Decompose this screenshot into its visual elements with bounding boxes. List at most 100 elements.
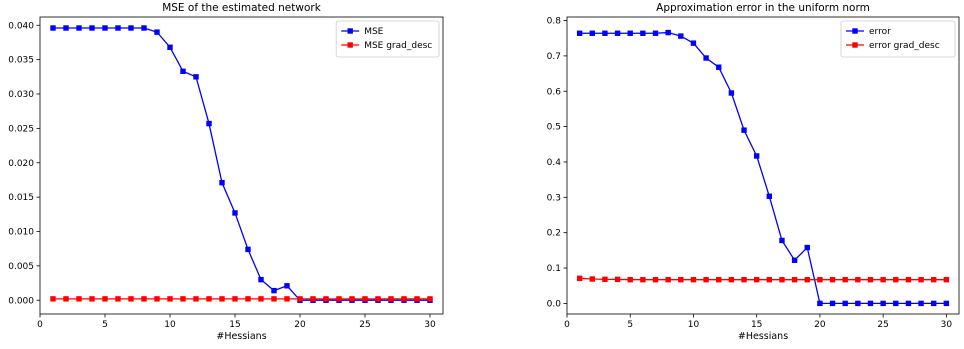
- chart-title: MSE of the estimated network: [162, 2, 321, 14]
- data-point: [842, 277, 848, 283]
- data-point: [627, 30, 633, 36]
- legend-label: error: [869, 27, 891, 37]
- data-point: [375, 296, 381, 302]
- data-point: [918, 300, 924, 307]
- data-point: [63, 296, 69, 302]
- data-point: [284, 283, 290, 289]
- y-tick-label: 0.4: [547, 158, 562, 168]
- data-point: [271, 296, 277, 302]
- data-point: [880, 300, 886, 307]
- plot-frame: [39, 16, 444, 315]
- data-point: [102, 296, 108, 302]
- data-point: [76, 25, 82, 31]
- y-tick-label: 0.030: [8, 90, 34, 100]
- y-tick-label: 0.6: [547, 87, 562, 97]
- legend-label: MSE grad_desc: [364, 41, 432, 51]
- data-point: [167, 296, 173, 302]
- data-point: [414, 296, 420, 302]
- data-point: [817, 277, 823, 283]
- data-point: [297, 296, 303, 302]
- legend-label: MSE: [364, 27, 383, 37]
- data-point: [766, 277, 773, 283]
- y-tick-label: 0.025: [8, 124, 34, 134]
- data-point: [880, 277, 886, 283]
- data-point: [323, 296, 329, 302]
- data-point: [362, 296, 368, 302]
- data-point: [271, 287, 277, 294]
- data-point: [401, 296, 407, 302]
- x-tick-label: 30: [941, 320, 953, 330]
- data-point: [690, 277, 697, 283]
- x-tick-label: 25: [359, 320, 370, 330]
- data-point: [245, 296, 251, 302]
- legend-marker: [852, 42, 858, 48]
- data-point: [893, 300, 899, 307]
- data-point: [943, 300, 950, 307]
- data-point: [154, 29, 160, 35]
- x-tick-label: 5: [627, 320, 633, 330]
- data-point: [716, 64, 722, 70]
- legend-marker: [852, 28, 858, 34]
- data-point: [931, 300, 937, 307]
- data-point: [284, 296, 290, 302]
- data-point: [703, 277, 709, 283]
- y-tick-label: 0.005: [8, 262, 34, 272]
- x-tick-label: 15: [751, 320, 762, 330]
- data-point: [258, 296, 264, 302]
- chart-title: Approximation error in the uniform norm: [656, 2, 870, 14]
- plot-frame: [566, 16, 960, 315]
- data-point: [154, 296, 160, 302]
- y-tick-label: 0.3: [547, 193, 561, 203]
- legend: error error grad_desc: [840, 20, 956, 58]
- data-point: [310, 296, 316, 302]
- legend-box: [335, 20, 440, 58]
- data-point: [614, 30, 621, 36]
- data-point: [258, 276, 264, 283]
- data-point: [905, 300, 912, 307]
- y-tick-label: 0.010: [8, 228, 34, 238]
- data-point: [690, 40, 697, 46]
- y-tick-label: 0.7: [547, 52, 561, 62]
- y-tick-label: 0.015: [8, 193, 34, 203]
- data-point: [867, 300, 874, 307]
- x-tick-label: 15: [229, 320, 240, 330]
- y-tick-label: 0.035: [8, 56, 34, 66]
- data-point: [167, 44, 173, 50]
- data-point: [804, 277, 810, 283]
- data-point: [893, 277, 899, 283]
- data-point: [640, 277, 646, 283]
- data-point: [627, 277, 633, 283]
- data-point: [703, 55, 709, 61]
- chart-approximation-error: Approximation error in the uniform norm 0…: [547, 2, 960, 342]
- x-tick-label: 10: [688, 320, 700, 330]
- data-point: [141, 296, 147, 302]
- data-point: [219, 179, 225, 186]
- data-point: [728, 277, 735, 283]
- x-tick-label: 10: [164, 320, 176, 330]
- data-point: [102, 25, 108, 31]
- legend-marker: [347, 42, 353, 48]
- y-tick-label: 0.5: [547, 123, 561, 133]
- data-point: [855, 300, 861, 307]
- data-point: [741, 277, 747, 283]
- data-point: [779, 237, 785, 244]
- data-point: [193, 296, 199, 302]
- data-point: [943, 277, 950, 283]
- chart-mse: MSE of the estimated network 0.000 0.005 0.…: [8, 2, 444, 342]
- data-point: [665, 29, 671, 36]
- data-point: [817, 300, 823, 307]
- data-point: [589, 30, 595, 36]
- data-point: [829, 277, 836, 283]
- legend-label: error grad_desc: [869, 41, 940, 51]
- data-point: [678, 277, 684, 283]
- data-point: [753, 277, 760, 283]
- data-point: [576, 275, 583, 281]
- data-point: [206, 296, 212, 302]
- legend: MSE MSE grad_desc: [335, 20, 440, 58]
- data-point: [716, 277, 722, 283]
- data-point: [193, 74, 199, 80]
- series-line-0: [53, 27, 430, 301]
- data-point: [128, 25, 134, 31]
- data-point: [665, 277, 671, 283]
- data-point: [388, 296, 394, 302]
